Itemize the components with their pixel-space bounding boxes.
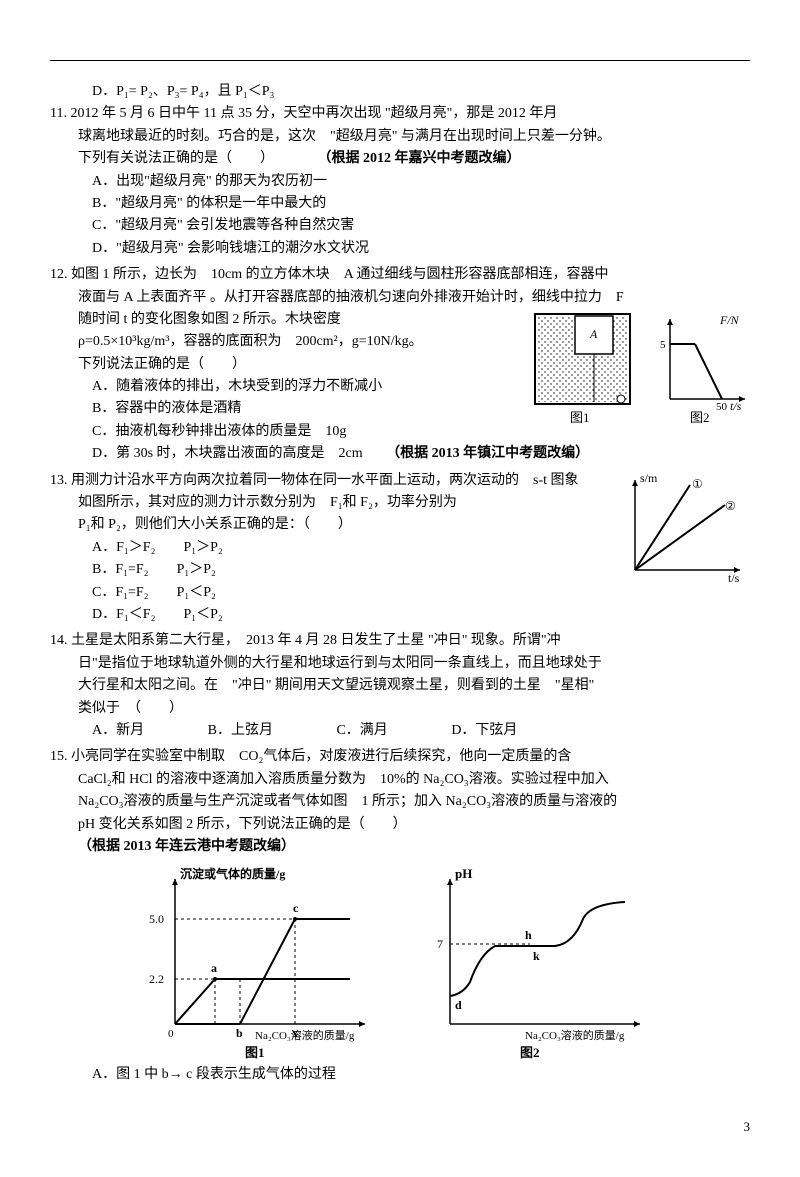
q11-stem-l3-text: 下列有关说法正确的是（ ） — [78, 151, 274, 166]
q15-chart1: 2.2 5.0 a c b x 沉淀或气体的质量/g — [135, 864, 385, 1064]
q15-stem-l1: 15. 小亮同学在实验室中制取 CO₂气体后，对废液进行后续探究，他向一定质量的… — [50, 746, 750, 768]
q13-stem-l2: 如图所示，其对应的测力计示数分别为 F₁和 F₂，功率分别为 — [78, 492, 612, 514]
q10-opt-d: D．P₁= P₂、P₃= P₄，且 P₁＜P₃ — [92, 81, 750, 103]
q15: 15. 小亮同学在实验室中制取 CO₂气体后，对废液进行后续探究，他向一定质量的… — [50, 746, 750, 1086]
q13-stem-l3: P₁和 P₂，则他们大小关系正确的是：（ ） — [78, 514, 612, 536]
q12-fig2-xtick: 50 — [716, 401, 728, 413]
q13-opt-a: A．F₁＞F₂ P₁＞P₂ — [92, 537, 612, 559]
q15-stem-l3: Na₂CO₃溶液的质量与生产沉淀或者气体如图 1 所示；加入 Na₂CO₃溶液的… — [78, 791, 750, 813]
q12-stem-l1: 12. 如图 1 所示，边长为 10cm 的立方体木块 A 通过细线与圆柱形容器… — [50, 264, 750, 286]
q11-stem-l1: 11. 2012 年 5 月 6 日中午 11 点 35 分，天空中再次出现 "… — [50, 103, 750, 125]
q12-stem-l4: ρ=0.5×10³kg/m³，容器的底面积为 200cm²，g=10N/kg。 — [78, 331, 522, 353]
q12-stem-l5: 下列说法正确的是（ ） — [78, 354, 522, 376]
q15-stem-l4: pH 变化关系如图 2 所示，下列说法正确的是（ ） — [78, 814, 750, 836]
q15-c1-xlabel: Na₂CO₃溶液的质量/g — [255, 1028, 355, 1042]
q12-fig1-label: 图1 — [570, 410, 590, 425]
svg-text:0: 0 — [168, 1028, 174, 1040]
q11-opt-c: C．"超级月亮" 会引发地震等各种自然灾害 — [92, 215, 750, 237]
q13-stem-l1: 13. 用测力计沿水平方向两次拉着同一物体在同一水平面上运动，两次运动的 s-t… — [50, 470, 612, 492]
q13-opt-b: B．F₁=F₂ P₁＞P₂ — [92, 559, 612, 581]
q12-fig2-xlabel: t/s — [730, 399, 742, 413]
q15-c2-d: d — [455, 998, 462, 1012]
q15-c1-y2: 5.0 — [149, 912, 164, 926]
q12-fig2-label: 图2 — [690, 410, 710, 425]
q15-c1-xb: b — [236, 1026, 243, 1040]
q15-charts: 2.2 5.0 a c b x 沉淀或气体的质量/g — [50, 864, 750, 1064]
q12-opt-a: A．随着液体的排出，木块受到的浮力不断减小 — [92, 376, 522, 398]
q12-stem-l3: 随时间 t 的变化图象如图 2 所示。木块密度 — [78, 309, 522, 331]
q13-line1-label: ① — [692, 477, 703, 491]
q12-opt-b: B．容器中的液体是酒精 — [92, 398, 522, 420]
q15-source: （根据 2013 年连云港中考题改编） — [78, 836, 750, 858]
q12-svg: A 图1 5 50 F/ — [530, 309, 750, 429]
q11: 11. 2012 年 5 月 6 日中午 11 点 35 分，天空中再次出现 "… — [50, 103, 750, 260]
q12-fig2-ylabel: F/N — [719, 313, 740, 327]
q13-ylabel: s/m — [640, 471, 658, 485]
q11-opt-a: A．出现"超级月亮" 的那天为农历初一 — [92, 171, 750, 193]
page-number: 3 — [50, 1117, 750, 1138]
q12-opt-d-text: D．第 30s 时，木块露出液面的高度是 2cm — [92, 446, 363, 461]
q15-stem-l2: CaCl₂和 HCl 的溶液中逐滴加入溶质质量分数为 10%的 Na₂CO₃溶液… — [78, 769, 750, 791]
q15-c1-ylabel: 沉淀或气体的质量/g — [180, 866, 285, 881]
q15-c1-y1: 2.2 — [149, 972, 164, 986]
q15-chart2: 7 d h k pH Na₂CO₃溶液的质量/g 图2 — [415, 864, 665, 1064]
q14-opt-c: C．满月 — [336, 720, 387, 742]
q14-opt-d: D．下弦月 — [451, 720, 517, 742]
q12-figures: A 图1 5 50 F/ — [530, 309, 750, 437]
q13-opt-c: C．F₁=F₂ P₁＜P₂ — [92, 582, 612, 604]
q15-c2-y7: 7 — [437, 937, 443, 951]
q14-stem-l1: 14. 土星是太阳系第二大行星， 2013 年 4 月 28 日发生了土星 "冲… — [50, 630, 750, 652]
q14-stem-l2: 日"是指位于地球轨道外侧的大行星和地球运行到与太阳同一条直线上，而且地球处于 — [78, 653, 750, 675]
q14-options: A．新月 B．上弦月 C．满月 D．下弦月 — [92, 720, 750, 742]
q15-c2-ylabel: pH — [455, 866, 472, 881]
q13-svg: ① ② s/m t/s — [620, 470, 750, 590]
q13-opt-d: D．F₁＜F₂ P₁＜P₂ — [92, 604, 612, 626]
q15-c1-a: a — [211, 961, 217, 975]
q14-opt-b: B．上弦月 — [208, 720, 273, 742]
q15-c2-title: 图2 — [520, 1045, 540, 1060]
q12: 12. 如图 1 所示，边长为 10cm 的立方体木块 A 通过细线与圆柱形容器… — [50, 264, 750, 466]
q15-opt-a: A．图 1 中 b→ c 段表示生成气体的过程 — [92, 1064, 750, 1086]
q13-line2-label: ② — [725, 499, 736, 513]
top-rule — [50, 60, 750, 61]
q15-c1-title: 图1 — [245, 1045, 265, 1060]
q11-opt-d: D．"超级月亮" 会影响钱塘江的潮汐水文状况 — [92, 238, 750, 260]
q11-source: （根据 2012 年嘉兴中考题改编） — [318, 151, 521, 166]
q13-figure: ① ② s/m t/s — [620, 470, 750, 598]
q11-opt-b: B．"超级月亮" 的体积是一年中最大的 — [92, 193, 750, 215]
q12-stem-l2: 液面与 A 上表面齐平 。从打开容器底部的抽液机匀速向外排液开始计时，细线中拉力… — [78, 287, 750, 309]
q11-stem-l2: 球离地球最近的时刻。巧合的是，这次 "超级月亮" 与满月在出现时间上只差一分钟。 — [78, 126, 750, 148]
q12-opt-d: D．第 30s 时，木块露出液面的高度是 2cm （根据 2013 年镇江中考题… — [92, 443, 750, 465]
q12-source: （根据 2013 年镇江中考题改编） — [386, 446, 589, 461]
q14-opt-a: A．新月 — [92, 720, 144, 742]
q13-xlabel: t/s — [728, 571, 740, 585]
q11-stem-l3: 下列有关说法正确的是（ ） （根据 2012 年嘉兴中考题改编） — [78, 148, 750, 170]
q15-c2-h: h — [525, 928, 532, 942]
q14-stem-l4: 类似于 （ ） — [78, 698, 750, 720]
q12-opt-c: C．抽液机每秒钟排出液体的质量是 10g — [92, 421, 522, 443]
q14-stem-l3: 大行星和太阳之间。在 "冲日" 期间用天文望远镜观察土星，则看到的土星 "星相" — [78, 675, 750, 697]
q13: 13. 用测力计沿水平方向两次拉着同一物体在同一水平面上运动，两次运动的 s-t… — [50, 470, 750, 627]
q12-block-label: A — [589, 327, 598, 341]
q14: 14. 土星是太阳系第二大行星， 2013 年 4 月 28 日发生了土星 "冲… — [50, 630, 750, 742]
q15-c2-xlabel: Na₂CO₃溶液的质量/g — [525, 1028, 625, 1042]
q12-fig2-ytick: 5 — [660, 339, 666, 351]
q15-c2-k: k — [533, 949, 540, 963]
q15-c1-c: c — [293, 901, 299, 915]
